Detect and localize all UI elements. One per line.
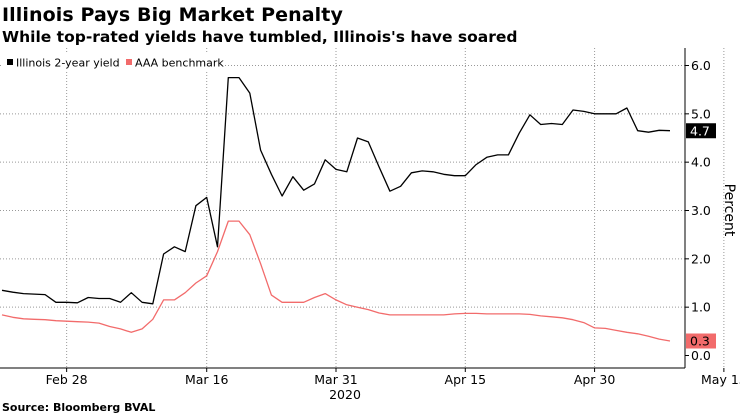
- x-tick-label: May 15: [701, 372, 740, 387]
- legend-label-illinois: Illinois 2-year yield: [16, 57, 120, 70]
- axes: [0, 48, 725, 372]
- chart-title: Illinois Pays Big Market Penalty: [2, 4, 343, 26]
- x-tick-label: Mar 31: [314, 372, 357, 387]
- source-note: Source: Bloomberg BVAL: [2, 401, 156, 414]
- x-tick-label: Mar 16: [185, 372, 229, 387]
- illinois-last-value-badge: [686, 123, 716, 139]
- y-tick-label: 6.0: [691, 58, 711, 73]
- aaa-last-value-badge: [686, 333, 716, 349]
- axis-labels: 0.0 1.0 2.0 3.0 4.0 5.0 6.0 Feb 28 Mar 16 Mar 31 A…: [46, 58, 740, 402]
- illinois-series-line: [1, 76, 671, 305]
- legend-background: [2, 54, 224, 71]
- x-axis-label: 2020: [329, 387, 361, 402]
- x-tick-label: Feb 28: [46, 372, 88, 387]
- aaa-last-value-text: 0.3: [690, 334, 710, 349]
- y-tick-label: 5.0: [691, 106, 711, 121]
- y-tick-label: 2.0: [691, 251, 711, 266]
- y-axis-label: Percent: [721, 184, 737, 237]
- legend: Illinois 2-year yield AAA benchmark: [2, 54, 224, 71]
- aaa-series-line: [1, 220, 671, 342]
- illinois-last-value-text: 4.7: [690, 123, 710, 138]
- y-tick-label: 0.0: [691, 348, 711, 363]
- legend-swatch-illinois: [7, 59, 13, 65]
- y-tick-label: 1.0: [691, 300, 711, 315]
- legend-label-aaa: AAA benchmark: [135, 57, 224, 70]
- y-tick-label: 3.0: [691, 203, 711, 218]
- x-tick-label: Apr 30: [574, 372, 616, 387]
- grid-lines: [0, 48, 725, 368]
- chart-subtitle: While top-rated yields have tumbled, Ill…: [2, 28, 518, 46]
- y-tick-label: 4.0: [691, 155, 711, 170]
- legend-swatch-aaa: [126, 59, 132, 65]
- series-layer: [1, 76, 671, 342]
- x-tick-label: Apr 15: [445, 372, 487, 387]
